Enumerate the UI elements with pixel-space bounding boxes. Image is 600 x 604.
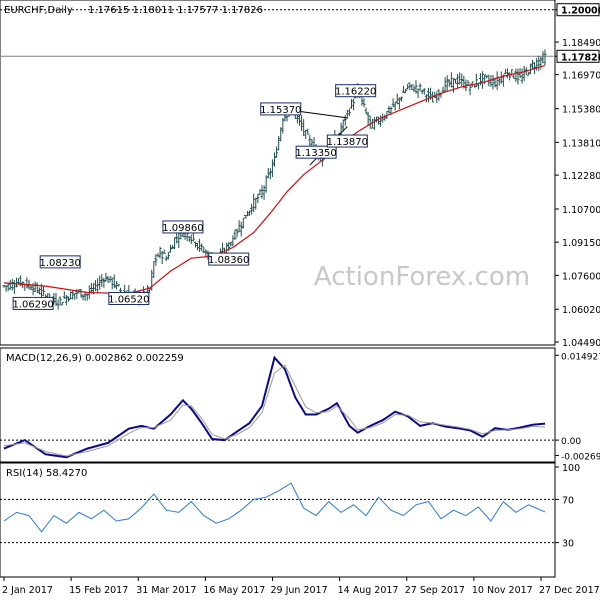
annotation-label: 1.06520 — [108, 295, 149, 306]
price-y-label: 1.13810 — [562, 138, 600, 149]
price-y-label: 1.15380 — [562, 105, 600, 116]
price-annotation: 1.08360 — [208, 252, 250, 266]
annotation-box — [39, 255, 81, 269]
macd-line — [3, 355, 546, 459]
x-tick-label: 2 Jan 2017 — [2, 585, 53, 596]
macd-y-label: 0.014927 — [561, 352, 600, 362]
annotation-box — [295, 145, 337, 159]
last-price-label: 1.17826 — [561, 52, 600, 63]
rsi-layer — [0, 482, 555, 544]
rsi-y-label: 30 — [562, 539, 574, 550]
annotation-label: 1.08230 — [40, 258, 81, 269]
annotation-label: 1.09860 — [162, 223, 203, 234]
macd-layer — [0, 355, 555, 459]
price-y-label: 1.12280 — [562, 171, 600, 182]
annotation-box — [335, 84, 377, 98]
annotation-box — [162, 220, 204, 234]
x-tick-label: 10 Nov 2017 — [472, 585, 533, 596]
annotation-box — [208, 252, 250, 266]
macd-panel — [0, 347, 556, 463]
x-tick-label: 29 Jun 2017 — [271, 585, 328, 596]
moving-average-line — [3, 64, 546, 295]
price-y-label: 1.07600 — [562, 271, 600, 282]
price-y-label: 1.16970 — [562, 71, 600, 82]
annotation-label: 1.13870 — [327, 137, 368, 148]
price-annotation: 1.15370 — [260, 102, 302, 116]
macd-y-label: 0.00 — [561, 437, 581, 447]
annotation-box — [108, 292, 150, 306]
macd-title: MACD(12,26,9) 0.002862 0.002259 — [6, 353, 184, 364]
annotation-label: 1.15370 — [260, 105, 301, 116]
x-tick-label: 14 Aug 2017 — [338, 585, 399, 596]
macd-signal-line — [3, 364, 546, 457]
price-annotation: 1.13350 — [295, 145, 337, 159]
price-panel — [0, 0, 556, 346]
level-price-box — [556, 3, 600, 17]
price-annotation: 1.09860 — [162, 220, 204, 234]
annotation-label: 1.13350 — [295, 148, 336, 159]
annotation-label: 1.06290 — [12, 299, 53, 310]
rsi-line — [3, 482, 546, 533]
annotation-box — [326, 134, 368, 148]
axis-layer: 1.20000 1.18490 1.17826 1.16970 1.15380 1.138… — [2, 3, 600, 596]
x-tick-label: 27 Dec 2017 — [539, 585, 600, 596]
last-price-box — [556, 49, 600, 63]
price-y-label: 1.09150 — [562, 238, 600, 249]
price-y-label: 1.10700 — [562, 205, 600, 216]
annotation-label: 1.16220 — [335, 87, 376, 98]
price-y-label: 1.18490 — [562, 38, 600, 49]
rsi-panel — [0, 462, 556, 578]
price-annotation: 1.08230 — [39, 255, 81, 269]
level-price-label: 1.20000 — [561, 6, 600, 17]
watermark: ActionForex.com — [314, 262, 530, 292]
price-annotation: 1.16220 — [335, 84, 377, 98]
chart-ohlc: 1.17615 1.18011 1.17577 1.17826 — [88, 5, 263, 16]
annotation-box — [12, 296, 54, 310]
rsi-y-label: 100 — [562, 463, 580, 474]
x-tick-label: 31 Mar 2017 — [136, 585, 196, 596]
annotation-label: 1.08360 — [208, 255, 249, 266]
x-tick-label: 15 Feb 2017 — [69, 585, 128, 596]
x-tick-label: 16 May 2017 — [203, 585, 265, 596]
price-layer: 1.06290 1.08230 1.06520 1.09860 1.08360 1.153… — [0, 9, 555, 310]
annotation-box — [260, 102, 302, 116]
price-annotation: 1.06520 — [108, 292, 150, 306]
price-y-label: 1.06020 — [562, 305, 600, 316]
price-annotation: 1.13870 — [326, 134, 368, 148]
rsi-y-label: 70 — [562, 495, 574, 506]
chart-symbol: EURCHF,Daily — [4, 5, 73, 16]
x-tick-label: 27 Sep 2017 — [405, 585, 465, 596]
rsi-title: RSI(14) 58.4270 — [6, 468, 87, 479]
price-y-label: 1.04490 — [562, 338, 600, 349]
macd-y-label: -0.002696 — [561, 452, 600, 462]
price-annotation: 1.06290 — [12, 296, 54, 310]
